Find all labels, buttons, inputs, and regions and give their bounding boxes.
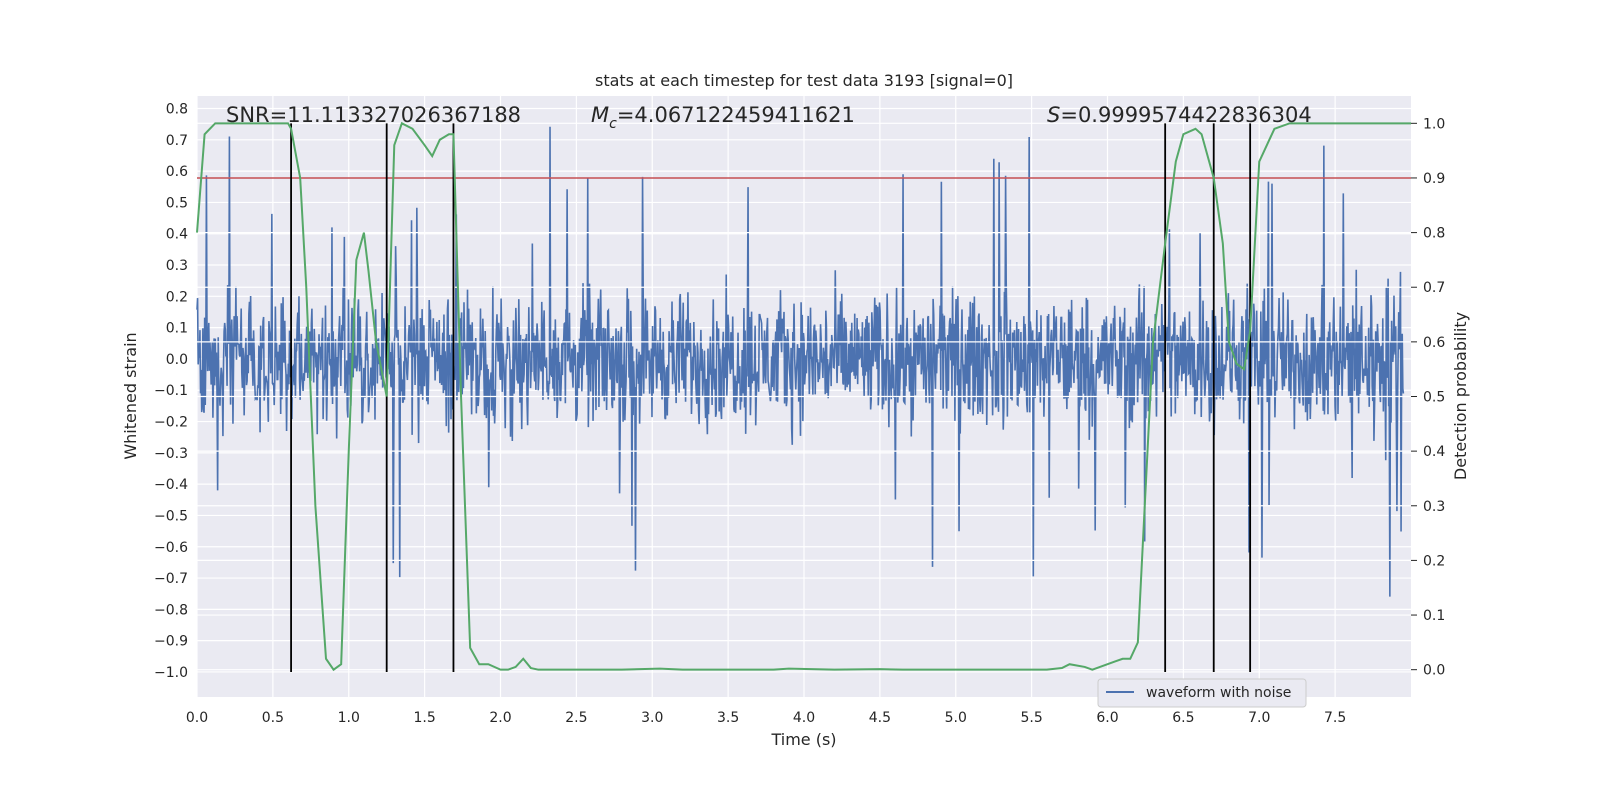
legend: waveform with noise bbox=[1097, 678, 1307, 708]
y-axis-left: 0.8 0.7 0.6 0.5 0.4 0.3 0.2 0.1 0.0 −0.1 −0.2 −0.3 −… bbox=[154, 102, 188, 681]
y-right-tick-label: 0.8 bbox=[1423, 226, 1445, 242]
y-left-tick-label: −0.2 bbox=[154, 415, 188, 431]
y-right-tick-label: 0.0 bbox=[1423, 663, 1445, 679]
x-tick-label: 2.0 bbox=[489, 710, 511, 726]
x-tick-label: 1.5 bbox=[413, 710, 435, 726]
y-axis-left-label: Whitened strain bbox=[121, 332, 140, 459]
y-right-tick-label: 1.0 bbox=[1423, 116, 1445, 132]
x-axis: 0.0 0.5 1.0 1.5 2.0 2.5 3.0 3.5 4.0 4.5 5.0 5.5 6.0 6… bbox=[186, 710, 1346, 726]
y-left-tick-label: −1.0 bbox=[154, 665, 188, 681]
y-left-tick-label: −0.7 bbox=[154, 571, 188, 587]
y-left-tick-label: −0.8 bbox=[154, 602, 188, 618]
x-tick-label: 3.5 bbox=[717, 710, 739, 726]
waveform-trace bbox=[196, 126, 1405, 597]
y-left-tick-label: 0.8 bbox=[166, 102, 188, 118]
x-tick-label: 0.0 bbox=[186, 710, 208, 726]
y-right-tick-label: 0.5 bbox=[1423, 390, 1445, 406]
y-left-tick-label: −0.6 bbox=[154, 540, 188, 556]
mc-symbol: M bbox=[591, 103, 609, 127]
x-tick-label: 6.0 bbox=[1096, 710, 1118, 726]
x-tick-label: 7.0 bbox=[1248, 710, 1270, 726]
x-tick-label: 3.0 bbox=[641, 710, 663, 726]
y-right-tick-label: 0.3 bbox=[1423, 499, 1445, 515]
legend-box bbox=[1097, 678, 1307, 708]
snr-annotation: SNR=11.113327026367188 bbox=[226, 103, 521, 127]
s-annotation: S=0.9999574422836304 bbox=[1047, 103, 1312, 127]
mc-subscript: c bbox=[609, 116, 617, 132]
y-axis-right: 1.0 0.9 0.8 0.7 0.6 0.5 0.4 0.3 0.2 0.1 0.0 bbox=[1411, 116, 1445, 679]
y-right-tick-label: 0.6 bbox=[1423, 335, 1445, 351]
s-symbol: S bbox=[1047, 103, 1060, 127]
y-left-tick-label: −0.9 bbox=[154, 634, 188, 650]
y-right-tick-label: 0.2 bbox=[1423, 553, 1445, 569]
x-tick-label: 6.5 bbox=[1172, 710, 1194, 726]
y-left-tick-label: 0.2 bbox=[166, 289, 188, 305]
y-right-tick-label: 0.9 bbox=[1423, 171, 1445, 187]
y-left-tick-label: −0.4 bbox=[154, 477, 188, 493]
legend-entry: waveform with noise bbox=[1146, 685, 1291, 701]
y-left-tick-label: 0.1 bbox=[166, 321, 188, 337]
s-value: =0.9999574422836304 bbox=[1060, 103, 1311, 127]
y-left-tick-label: −0.3 bbox=[154, 446, 188, 462]
probability-line bbox=[196, 121, 1411, 672]
y-right-tick-label: 0.4 bbox=[1423, 444, 1445, 460]
y-left-tick-label: 0.3 bbox=[166, 258, 188, 274]
chart-title: stats at each timestep for test data 319… bbox=[595, 71, 1013, 90]
y-left-tick-label: 0.4 bbox=[166, 227, 188, 243]
y-left-tick-label: −0.1 bbox=[154, 383, 188, 399]
mc-value: =4.067122459411621 bbox=[617, 103, 855, 127]
series-detection-probability bbox=[196, 121, 1411, 672]
trigger-lines bbox=[290, 123, 1252, 672]
x-tick-label: 4.5 bbox=[869, 710, 891, 726]
y-right-tick-label: 0.1 bbox=[1423, 608, 1445, 624]
x-tick-label: 7.5 bbox=[1324, 710, 1346, 726]
y-left-tick-label: 0.5 bbox=[166, 195, 188, 211]
x-axis-label: Time (s) bbox=[770, 730, 836, 749]
y-axis-right-label: Detection probability bbox=[1451, 312, 1470, 480]
y-left-tick-label: 0.7 bbox=[166, 133, 188, 149]
y-right-tick-label: 0.7 bbox=[1423, 280, 1445, 296]
y-left-tick-label: −0.5 bbox=[154, 508, 188, 524]
y-left-tick-label: 0.6 bbox=[166, 164, 188, 180]
y-left-tick-label: 0.0 bbox=[166, 352, 188, 368]
x-tick-label: 5.0 bbox=[945, 710, 967, 726]
x-tick-label: 4.0 bbox=[793, 710, 815, 726]
x-tick-label: 5.5 bbox=[1020, 710, 1042, 726]
mc-annotation: Mc=4.067122459411621 bbox=[591, 103, 855, 132]
x-tick-label: 2.5 bbox=[565, 710, 587, 726]
x-tick-label: 1.0 bbox=[338, 710, 360, 726]
x-tick-label: 0.5 bbox=[262, 710, 284, 726]
